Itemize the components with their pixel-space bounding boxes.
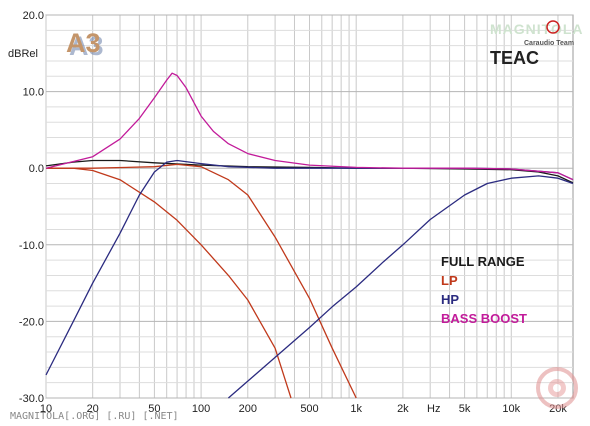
x-tick-label: 20	[87, 403, 99, 415]
x-tick-label: 200	[239, 403, 257, 415]
a3-badge: A3 A3	[66, 28, 104, 61]
magnitola-logo-ring-icon	[546, 20, 560, 34]
series-line-full-range	[45, 159, 574, 184]
series-line-hp	[227, 175, 574, 399]
x-tick-label: 500	[300, 403, 318, 415]
legend: FULL RANGE LP HP BASS BOOST	[441, 254, 527, 326]
a3-badge-text: A3	[66, 28, 101, 58]
curves	[45, 72, 574, 399]
x-axis-unit-label: Hz	[427, 403, 440, 415]
y-axis-unit-label: dBRel	[8, 48, 38, 60]
x-tick-label: 5k	[459, 403, 471, 415]
y-tick-label: -30.0	[19, 393, 44, 405]
legend-entry-lp: LP	[441, 273, 458, 288]
series-line-bass-boost	[45, 72, 574, 181]
x-tick-label: 2k	[397, 403, 409, 415]
y-tick-label: 20.0	[23, 10, 44, 22]
magnitola-logo-subtitle: Caraudio Team	[524, 40, 574, 47]
x-tick-label: 100	[192, 403, 210, 415]
y-tick-label: -20.0	[19, 316, 44, 328]
y-tick-label: 0.0	[29, 163, 44, 175]
watermark-stamp-icon	[536, 367, 578, 409]
y-tick-label: 10.0	[23, 87, 44, 99]
y-tick-label: -10.0	[19, 240, 44, 252]
x-tick-label: 10k	[502, 403, 520, 415]
series-line-lp	[46, 167, 292, 399]
series-line-lp	[46, 163, 357, 399]
a3-badge-shadow: A3	[69, 31, 104, 61]
grid	[45, 14, 573, 399]
y-axis-ticks: 20.0 10.0 0.0 -10.0 -20.0 -30.0	[19, 10, 44, 405]
magnitola-logo-text: MAGNITOLA	[490, 21, 584, 37]
x-tick-label: 1k	[350, 403, 362, 415]
x-tick-label: 50	[148, 403, 160, 415]
legend-entry-hp: HP	[441, 292, 459, 307]
footer-watermark: MAGNITOLA[.ORG] [.RU] [.NET]	[10, 411, 179, 422]
magnitola-logo: MAGNITOLA Caraudio Team	[490, 20, 584, 47]
legend-entry-bass-boost: BASS BOOST	[441, 311, 527, 326]
maker-title: TEAC	[490, 48, 539, 68]
x-tick-label: 10	[40, 403, 52, 415]
legend-entry-full-range: FULL RANGE	[441, 254, 525, 269]
